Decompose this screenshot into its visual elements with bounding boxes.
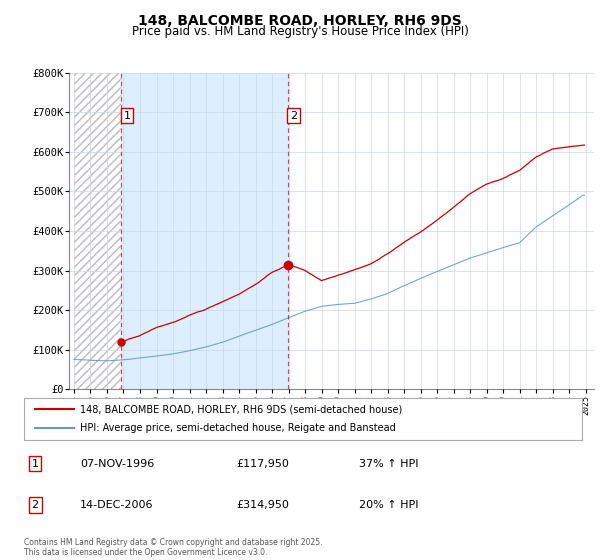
- Text: 14-DEC-2006: 14-DEC-2006: [80, 500, 154, 510]
- Text: 37% ↑ HPI: 37% ↑ HPI: [359, 459, 418, 469]
- Text: 2: 2: [290, 110, 298, 120]
- Text: 20% ↑ HPI: 20% ↑ HPI: [359, 500, 418, 510]
- Text: £117,950: £117,950: [236, 459, 289, 469]
- Text: 1: 1: [124, 110, 130, 120]
- Text: Contains HM Land Registry data © Crown copyright and database right 2025.
This d: Contains HM Land Registry data © Crown c…: [24, 538, 323, 557]
- Text: 148, BALCOMBE ROAD, HORLEY, RH6 9DS: 148, BALCOMBE ROAD, HORLEY, RH6 9DS: [138, 14, 462, 28]
- Text: 1: 1: [32, 459, 38, 469]
- Text: Price paid vs. HM Land Registry's House Price Index (HPI): Price paid vs. HM Land Registry's House …: [131, 25, 469, 38]
- Text: £314,950: £314,950: [236, 500, 289, 510]
- Text: 07-NOV-1996: 07-NOV-1996: [80, 459, 154, 469]
- Text: HPI: Average price, semi-detached house, Reigate and Banstead: HPI: Average price, semi-detached house,…: [80, 423, 395, 433]
- Text: 2: 2: [32, 500, 39, 510]
- Text: 148, BALCOMBE ROAD, HORLEY, RH6 9DS (semi-detached house): 148, BALCOMBE ROAD, HORLEY, RH6 9DS (sem…: [80, 404, 402, 414]
